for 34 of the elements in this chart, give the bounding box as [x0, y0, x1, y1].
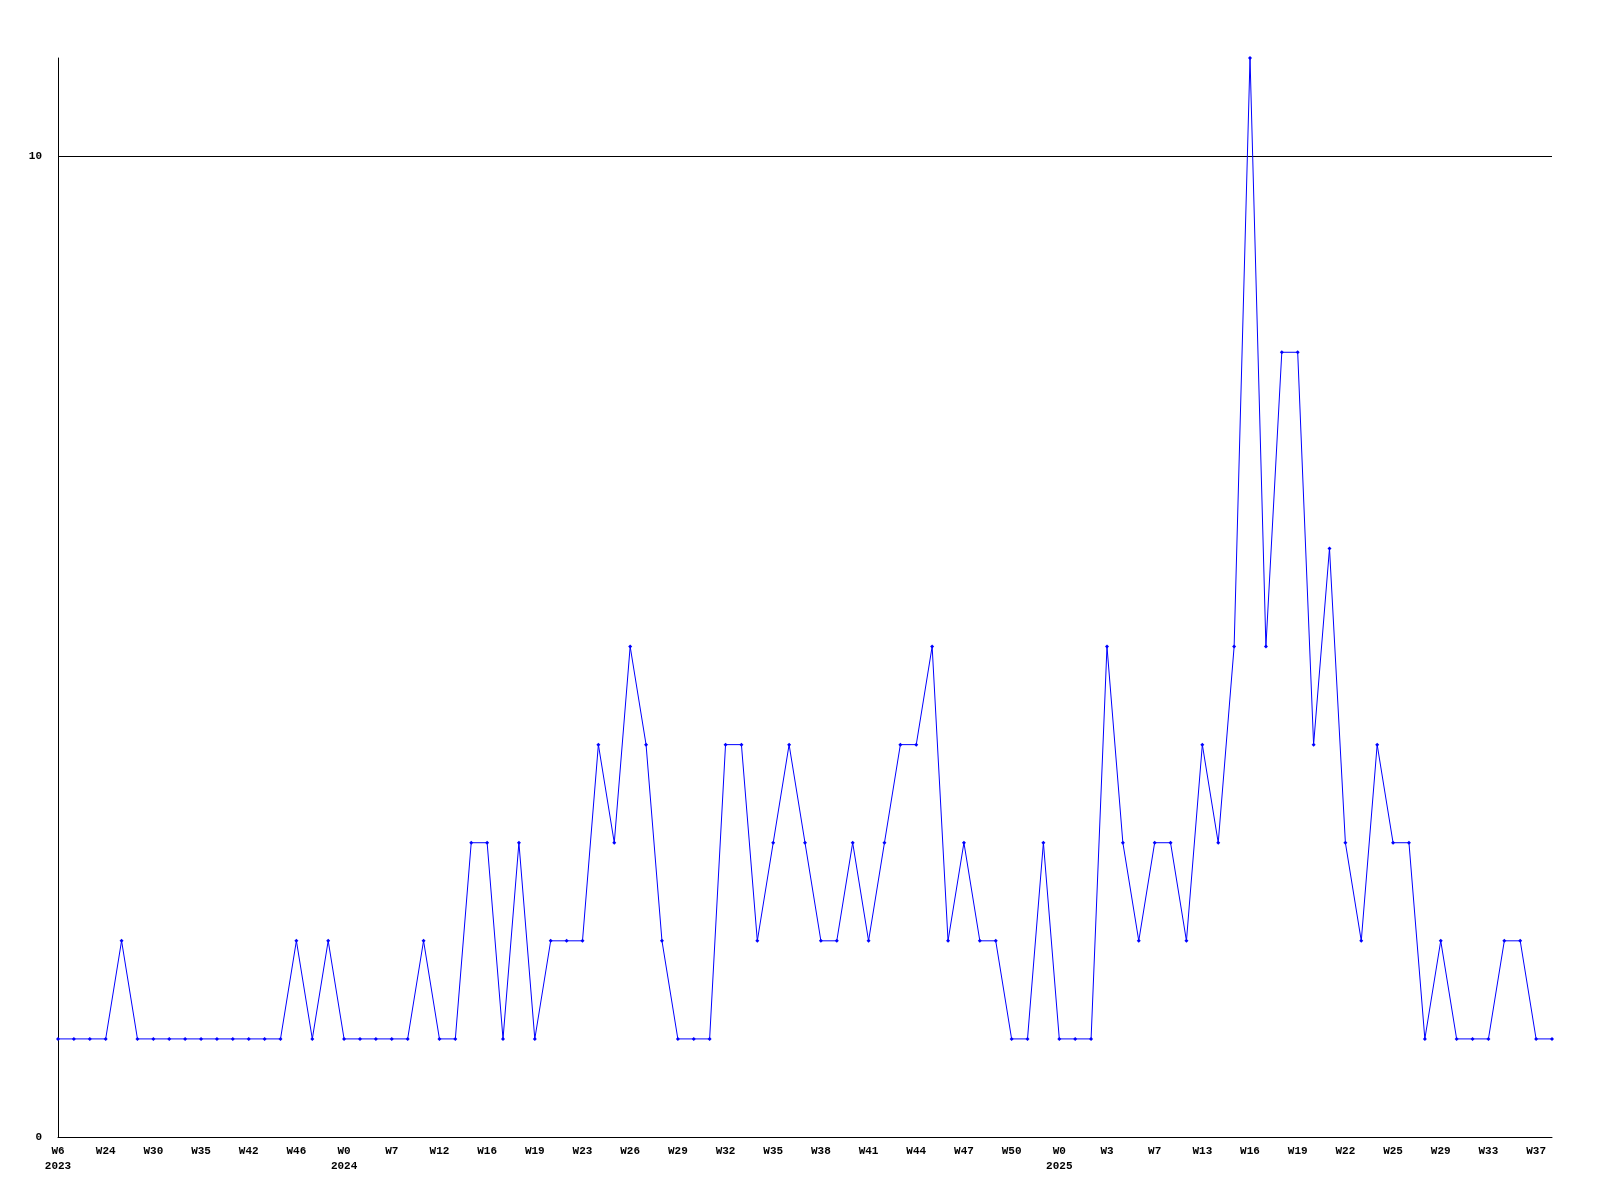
x-tick-label: W44	[906, 1144, 927, 1157]
x-tick-label: W7	[385, 1144, 399, 1157]
x-tick-label: W16	[477, 1144, 498, 1157]
x-tick-label: W37	[1526, 1144, 1547, 1157]
x-tick-label: W29	[667, 1144, 688, 1157]
x-tick-label: W13	[1192, 1144, 1213, 1157]
x-tick-label: W32	[715, 1144, 736, 1157]
x-tick-label: W26	[620, 1144, 641, 1157]
y-tick-label: 10	[28, 150, 42, 163]
x-tick-label: W25	[1383, 1144, 1404, 1157]
x-tick-label: W0 2025	[1046, 1144, 1073, 1172]
x-tick-label: W22	[1335, 1144, 1356, 1157]
x-tick-label: W46	[286, 1144, 307, 1157]
x-tick-label: W35	[763, 1144, 784, 1157]
x-tick-label: W16	[1240, 1144, 1260, 1157]
x-tick-label: W12	[429, 1144, 450, 1157]
y-tick-label: 0	[35, 1131, 42, 1143]
x-tick-label: W6 2023	[44, 1144, 72, 1172]
x-tick-label: W24	[95, 1144, 116, 1157]
x-tick-label: W23	[572, 1144, 593, 1157]
x-tick-label: W3	[1100, 1144, 1114, 1157]
x-tick-label: W38	[810, 1144, 832, 1157]
x-tick-label: W30	[143, 1144, 164, 1157]
x-tick-label: W35	[191, 1144, 212, 1157]
x-tick-label: W47	[954, 1144, 974, 1157]
x-tick-label: W42	[238, 1144, 259, 1157]
x-tick-label: W41	[858, 1144, 879, 1157]
x-tick-label: W29	[1430, 1144, 1451, 1157]
x-tick-label: W19	[524, 1144, 545, 1157]
x-tick-label: W19	[1287, 1144, 1308, 1157]
x-tick-label: W33	[1478, 1144, 1499, 1157]
x-tick-label: W50	[1001, 1144, 1022, 1157]
x-tick-label: W7	[1148, 1144, 1162, 1157]
x-tick-label: W0 2024	[330, 1144, 358, 1172]
